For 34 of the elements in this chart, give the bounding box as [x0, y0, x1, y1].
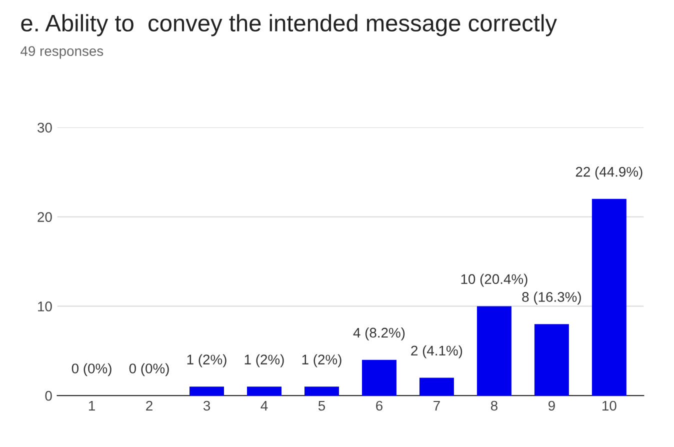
- data-label: 1 (2%): [244, 354, 284, 368]
- x-tick-label: 1: [88, 400, 95, 411]
- x-tick-label: 4: [260, 400, 268, 411]
- bar: [190, 386, 224, 396]
- bar: [247, 386, 282, 396]
- data-label: 8 (16.3%): [522, 292, 581, 305]
- x-tick-label: 2: [146, 400, 152, 411]
- x-tick-label: 6: [376, 400, 382, 411]
- bar: [534, 324, 569, 396]
- bar: [592, 198, 626, 396]
- data-label: 10 (20.4%): [461, 274, 528, 287]
- y-tick-label: 0: [45, 390, 52, 401]
- x-tick-label: 7: [434, 400, 440, 411]
- x-tick-label: 9: [548, 400, 555, 411]
- chart-title: e. Ability to convey the intended message correctly: [21, 14, 557, 36]
- bar: [362, 360, 396, 396]
- chart-subtitle: 49 responses: [20, 46, 104, 59]
- bar: [304, 386, 339, 396]
- bar: [419, 378, 454, 396]
- y-tick-label: 30: [38, 122, 52, 133]
- data-label: 0 (0%): [129, 363, 169, 376]
- x-tick-label: 3: [203, 400, 210, 411]
- data-label: 0 (0%): [72, 363, 112, 376]
- x-tick-label: 5: [318, 400, 326, 411]
- data-label: 1 (2%): [187, 354, 226, 368]
- x-tick-label: 10: [602, 400, 616, 411]
- y-tick-label: 10: [38, 302, 52, 312]
- data-label: 22 (44.9%): [576, 166, 642, 180]
- x-tick-label: 8: [490, 400, 498, 411]
- data-label: 1 (2%): [302, 354, 342, 368]
- data-label: 2 (4.1%): [411, 345, 462, 358]
- bar: [476, 306, 512, 396]
- data-label: 4 (8.2%): [353, 327, 405, 340]
- y-tick-label: 20: [38, 212, 52, 222]
